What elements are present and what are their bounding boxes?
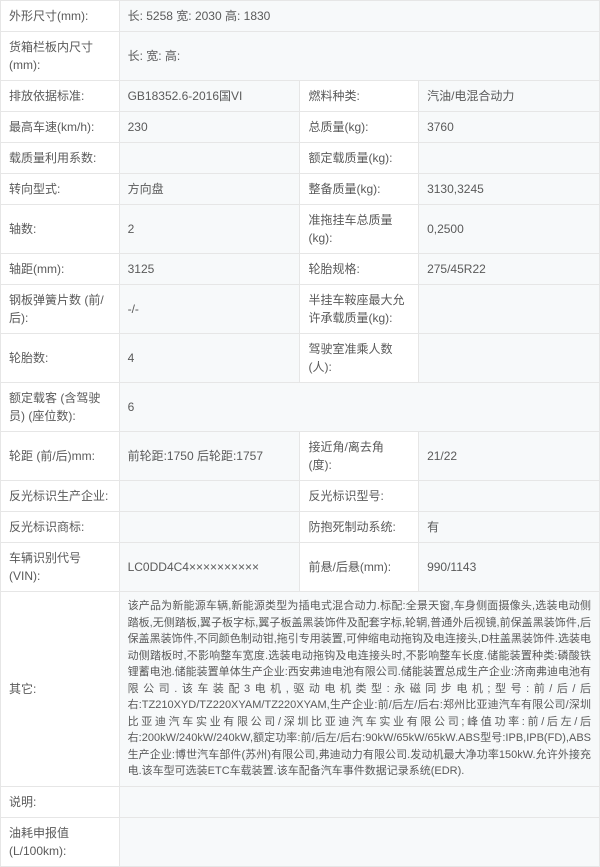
spec-label: 轴距(mm): [1,254,120,285]
spec-label: 驾驶室准乘人数 (人): [300,334,419,383]
spec-value [119,512,300,543]
spec-label: 最高车速(km/h): [1,112,120,143]
spec-label: 货箱栏板内尺寸(mm): [1,32,120,81]
spec-label: 轮距 (前/后)mm: [1,432,120,481]
spec-value: 21/22 [419,432,600,481]
spec-row: 反光标识商标: 防抱死制动系统:有 [1,512,600,543]
spec-label: 前悬/后悬(mm): [300,543,419,592]
spec-row: 说明: [1,786,600,817]
spec-row: 轴数:2准拖挂车总质量(kg):0,2500 [1,205,600,254]
spec-label: 燃料种类: [300,81,419,112]
spec-label: 额定载质量(kg): [300,143,419,174]
spec-row: 其它:该产品为新能源车辆,新能源类型为插电式混合动力.标配:全景天窗,车身侧面摄… [1,592,600,787]
spec-value: 3760 [419,112,600,143]
spec-row: 轮距 (前/后)mm:前轮距:1750 后轮距:1757接近角/离去角 (度):… [1,432,600,481]
spec-label: 外形尺寸(mm): [1,1,120,32]
spec-value: 前轮距:1750 后轮距:1757 [119,432,300,481]
spec-value: 3125 [119,254,300,285]
spec-row: 钢板弹簧片数 (前/后):-/-半挂车鞍座最大允许承载质量(kg): [1,285,600,334]
spec-row: 货箱栏板内尺寸(mm):长: 宽: 高: [1,32,600,81]
spec-row: 外形尺寸(mm):长: 5258 宽: 2030 高: 1830 [1,1,600,32]
spec-label: 防抱死制动系统: [300,512,419,543]
spec-value: 230 [119,112,300,143]
spec-value: 990/1143 [419,543,600,592]
spec-value [419,143,600,174]
spec-label: 反光标识型号: [300,481,419,512]
spec-value: 0,2500 [419,205,600,254]
spec-value: 汽油/电混合动力 [419,81,600,112]
spec-label: 油耗申报值(L/100km): [1,817,120,866]
spec-value [419,285,600,334]
spec-value: LC0DD4C4×××××××××× [119,543,300,592]
spec-row: 载质量利用系数: 额定载质量(kg): [1,143,600,174]
spec-label: 轮胎规格: [300,254,419,285]
spec-value: GB18352.6-2016国VI [119,81,300,112]
spec-label: 准拖挂车总质量(kg): [300,205,419,254]
vehicle-spec-table: 外形尺寸(mm):长: 5258 宽: 2030 高: 1830货箱栏板内尺寸(… [0,0,600,867]
spec-value: 275/45R22 [419,254,600,285]
spec-label: 总质量(kg): [300,112,419,143]
spec-label: 其它: [1,592,120,787]
spec-value: 3130,3245 [419,174,600,205]
spec-label: 整备质量(kg): [300,174,419,205]
spec-label: 车辆识别代号 (VIN): [1,543,120,592]
spec-value: 长: 宽: 高: [119,32,599,81]
spec-row: 油耗申报值(L/100km): [1,817,600,866]
spec-value [419,334,600,383]
spec-label: 半挂车鞍座最大允许承载质量(kg): [300,285,419,334]
spec-value: 有 [419,512,600,543]
spec-row: 额定载客 (含驾驶员) (座位数):6 [1,383,600,432]
spec-label: 轴数: [1,205,120,254]
spec-row: 排放依据标准:GB18352.6-2016国VI燃料种类:汽油/电混合动力 [1,81,600,112]
spec-value [119,817,599,866]
spec-label: 反光标识商标: [1,512,120,543]
spec-label: 接近角/离去角 (度): [300,432,419,481]
spec-value [119,143,300,174]
spec-row: 车辆识别代号 (VIN):LC0DD4C4××××××××××前悬/后悬(mm)… [1,543,600,592]
spec-label: 轮胎数: [1,334,120,383]
spec-value: -/- [119,285,300,334]
spec-description: 该产品为新能源车辆,新能源类型为插电式混合动力.标配:全景天窗,车身侧面摄像头,… [119,592,599,787]
spec-value: 4 [119,334,300,383]
spec-label: 转向型式: [1,174,120,205]
spec-label: 载质量利用系数: [1,143,120,174]
spec-value: 方向盘 [119,174,300,205]
spec-value: 2 [119,205,300,254]
spec-label: 额定载客 (含驾驶员) (座位数): [1,383,120,432]
spec-label: 说明: [1,786,120,817]
spec-row: 转向型式:方向盘整备质量(kg):3130,3245 [1,174,600,205]
spec-label: 反光标识生产企业: [1,481,120,512]
spec-label: 排放依据标准: [1,81,120,112]
spec-row: 反光标识生产企业: 反光标识型号: [1,481,600,512]
spec-value [119,786,599,817]
spec-value [119,481,300,512]
spec-row: 最高车速(km/h):230总质量(kg):3760 [1,112,600,143]
spec-label: 钢板弹簧片数 (前/后): [1,285,120,334]
spec-row: 轴距(mm):3125轮胎规格:275/45R22 [1,254,600,285]
spec-value [419,481,600,512]
spec-value: 长: 5258 宽: 2030 高: 1830 [119,1,599,32]
spec-value: 6 [119,383,599,432]
spec-row: 轮胎数:4驾驶室准乘人数 (人): [1,334,600,383]
